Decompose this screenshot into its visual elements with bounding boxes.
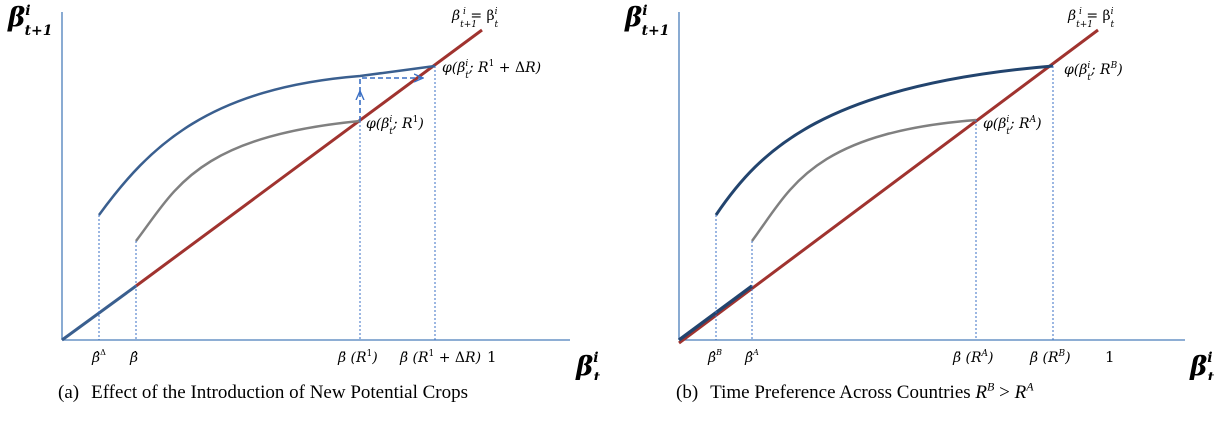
panel-a-tick-beta-bar-r1-dr: β̄ (R1 + ΔR) [399,349,481,366]
panel-a-x-axis-label: βi t [575,350,601,380]
panel-b-x-axis-label: βi t [1189,350,1215,380]
panel-a-upper-curve-label: φ(βi t; R1 + ΔR) [442,59,541,81]
panel-b-diagonal-line [678,28,1099,345]
panel-a-tick-beta-bar-r1: β̄ (R1) [337,349,378,366]
panel-b-caption: (b) Time Preference Across Countries RB >… [676,379,1034,404]
panel-b-upper-curve [714,64,1054,216]
panel-a-tick-beta-hat: β̂ [129,350,138,366]
panel-a-diagonal-label: βt+1i = βi t [451,7,499,30]
panel-a-lower-curve-label: φ(βi t; R1) [366,115,424,137]
panel-b-caption-math: RB > RA [975,379,1034,403]
panel-b-tick-beta-bar-rb: β̄ (RB) [1029,349,1071,366]
panel-b-lower-curve-label: φ(βi t; RA) [983,115,1042,137]
panel-a-y-axis-label: βi t+1 [7,3,53,39]
panel-a-caption-text: Effect of the Introduction of New Potent… [91,382,469,403]
panel-b-upper-curve-label: φ(βi t; RB) [1064,61,1123,83]
panel-a-horizontal-shift-arrow [359,78,422,92]
panel-a-upper-curve [97,64,436,216]
panel-b-caption-text: Time Preference Across Countries [710,382,971,403]
panel-b-y-axis-label: βi t+1 [624,3,670,39]
panel-a-caption: (a) Effect of the Introduction of New Pot… [58,382,468,404]
panel-a-caption-tag: (a) [58,382,80,403]
panel-b-tick-one: 1 [1105,348,1115,366]
figure-canvas: βi t+1 βi t βt+1i = βi t φ(βi t; R1 + ΔR) φ(… [7,3,1215,380]
panel-b-caption-tag: (b) [676,382,699,403]
panel-a-lower-curve [135,119,361,242]
panel-a-tick-one: 1 [487,348,497,366]
panel-a: βi t+1 βi t βt+1i = βi t φ(βi t; R1 + ΔR) φ(… [7,3,601,380]
panel-b-tick-beta-hat-a: β̂A [744,348,759,366]
panel-b-tick-beta-hat-b: β̂B [707,348,722,366]
panel-b-lower-curve [750,118,977,242]
panel-a-diagonal-line [135,28,483,288]
panel-b: βi t+1 βi t βt+1i = βi t φ(βi t; RB) φ(βi t; … [624,3,1215,380]
panel-a-tick-beta-hat-delta: β̂Δ [91,348,106,366]
panel-b-tick-beta-bar-ra: β̄ (RA) [952,349,994,366]
panel-b-diagonal-label: βt+1i = βi t [1067,7,1115,30]
